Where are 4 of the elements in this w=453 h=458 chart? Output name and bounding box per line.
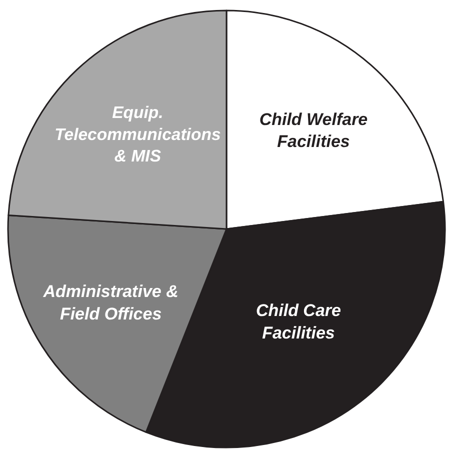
slice-label: Child Welfare Facilities bbox=[259, 110, 368, 151]
slice-label: Administrative & Field Offices bbox=[42, 282, 178, 324]
slice-label: Child Care Facilities bbox=[256, 301, 341, 342]
slice-label: Equip. Telecommunications & MIS bbox=[54, 103, 221, 166]
